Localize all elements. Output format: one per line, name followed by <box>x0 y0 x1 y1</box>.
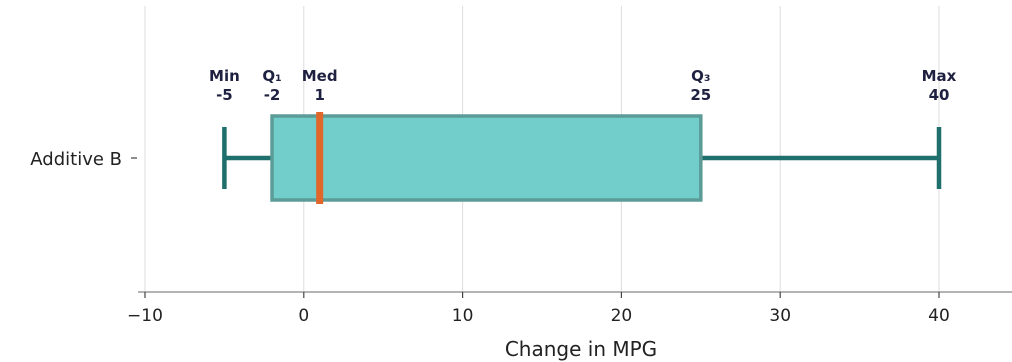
x-axis-ticks: −10 0 10 20 30 40 <box>127 292 950 326</box>
x-tick-label: 30 <box>769 306 791 326</box>
x-tick-label: 10 <box>452 306 474 326</box>
x-axis-title: Change in MPG <box>505 337 657 361</box>
annotation-q1-label: Q₁ <box>262 67 281 85</box>
category-axis: Additive B <box>30 149 137 170</box>
x-tick-label: 40 <box>928 306 950 326</box>
annotation-max-label: Max <box>922 67 957 85</box>
x-tick-label: 0 <box>298 306 309 326</box>
annotation-q1-value: -2 <box>264 86 281 104</box>
annotation-min-value: -5 <box>216 86 233 104</box>
iqr-box <box>270 114 703 202</box>
annotation-q3-value: 25 <box>690 86 711 104</box>
annotation-q3-label: Q₃ <box>691 67 710 85</box>
box-series <box>222 112 942 204</box>
annotation-median-value: 1 <box>314 86 324 104</box>
annotation-min-label: Min <box>209 67 240 85</box>
annotation-median-label: Med <box>302 67 338 85</box>
category-label: Additive B <box>30 149 122 170</box>
annotation-max-value: 40 <box>929 86 950 104</box>
x-tick-label: 20 <box>611 306 633 326</box>
x-tick-label: −10 <box>127 306 163 326</box>
